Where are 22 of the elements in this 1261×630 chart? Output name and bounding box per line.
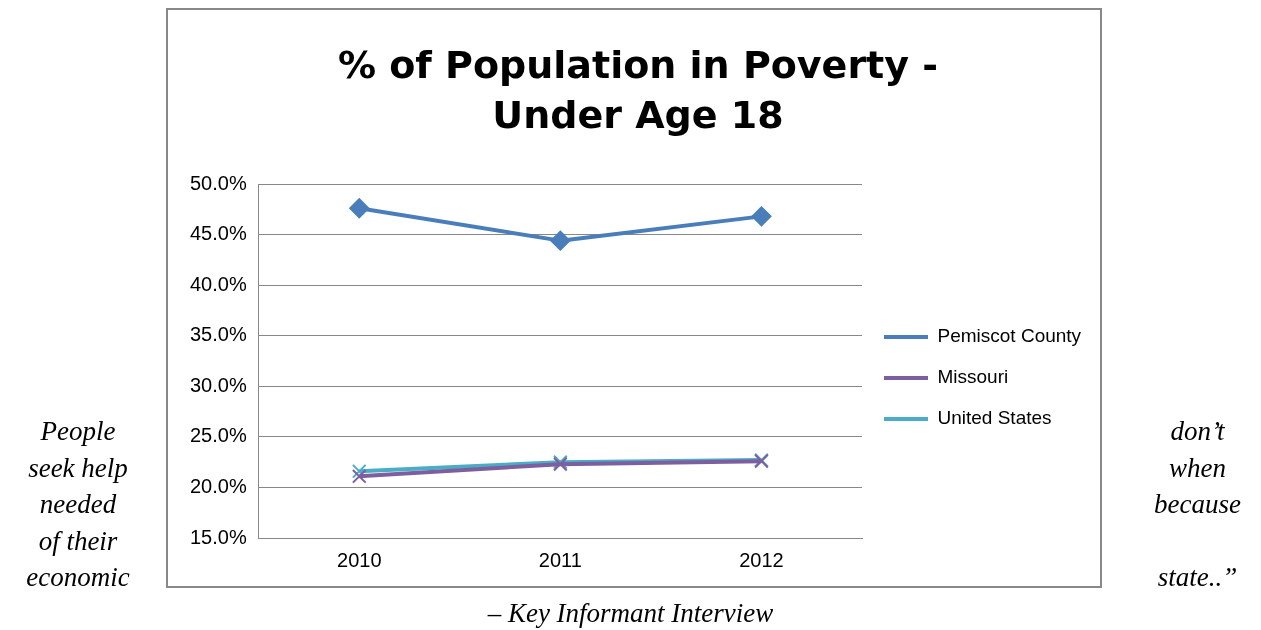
- point: [349, 198, 370, 219]
- legend-label: United States: [937, 407, 1052, 429]
- point: [351, 468, 367, 484]
- x-tick-label: 2011: [538, 548, 582, 571]
- text: People seek help needed of their economic: [25, 415, 131, 594]
- y-tick-label: 30.0%: [189, 373, 247, 396]
- y-tick-label: 40.0%: [189, 272, 247, 295]
- legend-label: Pemiscot County: [937, 325, 1082, 347]
- x-tick-label: 2012: [739, 548, 784, 571]
- y-tick-label: 45.0%: [189, 222, 247, 245]
- y-tick-label: 20.0%: [189, 474, 247, 497]
- point: [550, 230, 571, 251]
- y-tick-label: 25.0%: [189, 424, 247, 447]
- x-tick-label: 2010: [337, 548, 382, 571]
- point: [751, 206, 772, 227]
- text: don’t when because state..”: [1154, 416, 1241, 592]
- chart-title: % of Population in Poverty - Under Age 18: [336, 42, 940, 139]
- text: – Key Informant Interview: [486, 597, 775, 630]
- y-tick-label: 15.0%: [189, 525, 247, 548]
- legend-label: Missouri: [937, 366, 1009, 388]
- y-tick-label: 35.0%: [189, 323, 247, 346]
- y-tick-label: 50.0%: [189, 171, 247, 194]
